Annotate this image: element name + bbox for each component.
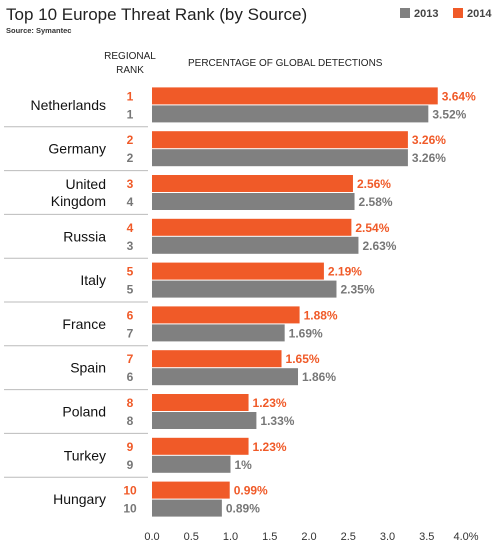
chart-source: Source: Symantec	[6, 26, 71, 35]
bar-2014	[152, 437, 249, 455]
value-label-2014: 1.88%	[304, 308, 338, 322]
x-tick-label: 1.5	[262, 531, 277, 543]
rank-2013: 8	[127, 414, 134, 428]
rank-2014: 2	[127, 133, 134, 147]
country-label: Poland	[62, 404, 106, 420]
bar-2014	[152, 350, 282, 368]
value-label-2014: 3.26%	[412, 133, 446, 147]
rank-2014: 9	[127, 440, 134, 454]
rank-header-line2: RANK	[116, 65, 144, 76]
bar-2014	[152, 218, 352, 236]
rank-2014: 10	[123, 484, 137, 498]
rank-header-line1: REGIONAL	[104, 51, 156, 62]
x-tick-label: 4.0%	[453, 531, 478, 543]
value-label-2014: 1.23%	[253, 396, 287, 410]
bar-2014	[152, 175, 353, 192]
country-label: Netherlands	[31, 97, 107, 113]
rank-2014: 6	[127, 308, 134, 322]
value-label-2013: 1.33%	[260, 414, 294, 428]
x-tick-label: 1.0	[223, 531, 238, 543]
rank-2013: 1	[127, 107, 134, 121]
bar-2014	[152, 306, 300, 324]
chart-rows: Netherlands 3.64% 1 3.52% 1 Germany 3.26% 2 3.26…	[4, 87, 476, 517]
rank-2013: 7	[127, 326, 134, 340]
value-label-2013: 0.89%	[226, 502, 260, 516]
value-label-2014: 3.64%	[442, 89, 476, 103]
rank-2013: 3	[127, 239, 134, 253]
value-label-2013: 2.58%	[359, 195, 393, 209]
rank-2014: 1	[127, 89, 134, 103]
legend: 2013 2014	[400, 8, 492, 20]
bar-2014	[152, 87, 438, 105]
x-tick-label: 2.0	[301, 531, 316, 543]
country-label: Germany	[48, 141, 106, 157]
legend-label: 2013	[414, 8, 438, 20]
x-tick-label: 2.5	[341, 531, 356, 543]
value-label-2014: 1.23%	[253, 440, 287, 454]
country-label: Spain	[70, 360, 106, 376]
bar-2014	[152, 262, 324, 280]
value-label-2014: 2.54%	[355, 221, 389, 235]
country-label: Turkey	[64, 447, 106, 463]
x-tick-label: 3.0	[380, 531, 395, 543]
country-label: Russia	[63, 228, 106, 244]
rank-2013: 9	[127, 458, 134, 472]
rank-2013: 4	[127, 195, 134, 209]
bar-2013	[152, 412, 257, 429]
value-label-2013: 1.69%	[289, 326, 323, 340]
country-label: Kingdom	[51, 193, 106, 209]
value-label-2013: 2.35%	[340, 283, 374, 297]
legend-label: 2014	[467, 8, 492, 20]
value-header: PERCENTAGE OF GLOBAL DETECTIONS	[188, 58, 383, 69]
bar-2013	[152, 499, 222, 517]
value-label-2014: 1.65%	[286, 352, 320, 366]
bar-2013	[152, 193, 355, 210]
rank-2014: 3	[127, 177, 134, 191]
value-label-2014: 2.19%	[328, 265, 362, 279]
bar-2014	[152, 131, 408, 149]
rank-2014: 8	[127, 396, 134, 410]
x-axis-ticks: 0.0 0.5 1.0 1.5 2.0 2.5 3.0 3.5 4.0%	[144, 531, 478, 543]
x-tick-label: 0.0	[144, 531, 159, 543]
value-label-2013: 1.86%	[302, 370, 336, 384]
rank-2014: 4	[127, 221, 134, 235]
value-label-2014: 2.56%	[357, 177, 391, 191]
bar-2013	[152, 236, 359, 254]
bar-2014	[152, 481, 230, 499]
country-label: Italy	[80, 272, 106, 288]
bar-2013	[152, 105, 429, 123]
chart-title: Top 10 Europe Threat Rank (by Source)	[6, 5, 307, 24]
bar-2013	[152, 149, 408, 167]
legend-swatch	[453, 8, 463, 18]
rank-2014: 5	[127, 265, 134, 279]
rank-2014: 7	[127, 352, 134, 366]
bar-2014	[152, 394, 249, 411]
value-label-2014: 0.99%	[234, 484, 268, 498]
value-label-2013: 1%	[235, 458, 253, 472]
rank-2013: 2	[127, 151, 134, 165]
legend-swatch	[400, 8, 410, 18]
bar-2013	[152, 280, 337, 298]
bar-2013	[152, 324, 285, 342]
bar-2013	[152, 368, 299, 386]
x-tick-label: 3.5	[419, 531, 434, 543]
rank-2013: 6	[127, 370, 134, 384]
country-label: United	[66, 176, 106, 192]
rank-2013: 5	[127, 283, 134, 297]
country-label: Hungary	[53, 491, 106, 507]
value-label-2013: 3.52%	[432, 107, 466, 121]
country-label: France	[62, 316, 106, 332]
value-label-2013: 3.26%	[412, 151, 446, 165]
rank-2013: 10	[123, 502, 137, 516]
bar-2013	[152, 455, 231, 473]
value-label-2013: 2.63%	[362, 239, 396, 253]
x-tick-label: 0.5	[184, 531, 199, 543]
